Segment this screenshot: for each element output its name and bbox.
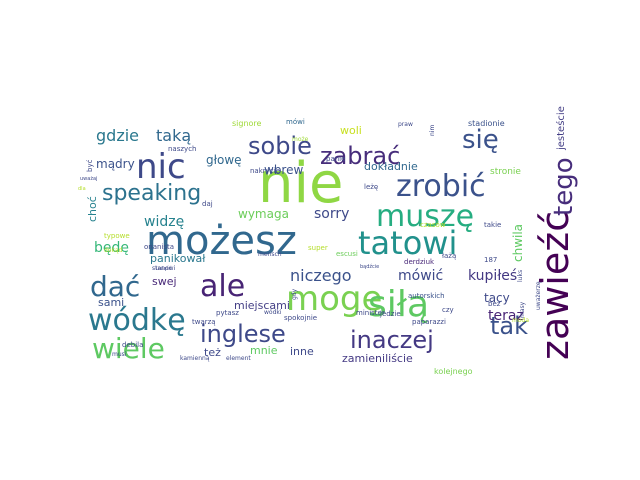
word-91: uważaj [80, 176, 97, 182]
word-5: siłą [368, 284, 429, 325]
word-97: gdy [291, 288, 298, 300]
word-25: sorry [314, 206, 349, 222]
word-24: niczego [290, 266, 352, 285]
word-74: musi [112, 351, 127, 358]
word-41: sami [98, 296, 124, 309]
word-49: stronie [490, 167, 521, 177]
word-32: głowę [206, 153, 242, 167]
word-46: inne [290, 345, 314, 358]
word-88: nim [429, 125, 436, 136]
word-17: sobie [248, 132, 312, 160]
word-66: minister [356, 309, 385, 317]
word-1: nie [258, 151, 344, 216]
word-22: gdzie [96, 126, 139, 145]
word-67: paparazzi [412, 318, 446, 326]
word-21: speaking [102, 181, 201, 206]
word-81: luks [517, 270, 524, 282]
word-58: czasów [420, 221, 446, 229]
word-29: teraz [488, 308, 524, 324]
word-8: nic [136, 147, 186, 187]
word-95: uważerzę [535, 281, 542, 310]
word-68: spokojnie [284, 314, 317, 322]
word-43: miejscami [234, 299, 290, 312]
word-93: masy [519, 301, 526, 318]
word-13: wiele [92, 332, 165, 365]
word-63: derdziuk [404, 258, 435, 266]
word-38: tacy [484, 291, 510, 305]
word-76: super [308, 244, 328, 252]
word-86: 187 [484, 256, 497, 264]
word-20: inaczej [350, 326, 434, 354]
word-73: kamienną [180, 355, 210, 362]
word-51: signore [232, 119, 262, 128]
word-55: może [292, 136, 309, 143]
word-14: tego [549, 157, 579, 216]
word-28: kupiłeś [468, 268, 517, 284]
word-18: tak [490, 312, 528, 340]
word-44: też [204, 346, 221, 359]
word-72: element [226, 355, 251, 362]
word-78: czy [442, 306, 454, 314]
word-87: moda [512, 317, 529, 324]
word-10: ale [200, 269, 245, 304]
word-40: panikował [150, 252, 206, 265]
word-89: praw [398, 121, 413, 128]
word-37: chwila [511, 224, 525, 262]
word-62: escusi [336, 250, 358, 258]
word-69: pytasz [216, 309, 239, 317]
word-3: zawieźć [533, 211, 577, 360]
word-59: takie [484, 221, 501, 229]
word-82: dokąd [104, 247, 123, 254]
word-45: mnie [250, 344, 278, 357]
word-60: typowe [104, 232, 130, 240]
word-26: widzę [144, 214, 184, 230]
word-12: dać [90, 270, 140, 303]
word-19: inglese [200, 320, 286, 348]
word-42: swej [152, 275, 177, 288]
word-85: wódki [264, 309, 282, 316]
word-84: daj [202, 200, 213, 208]
word-16: zabrać [320, 142, 400, 170]
word-34: woli [340, 124, 362, 137]
word-23: taką [156, 126, 191, 145]
word-54: nakrycie [250, 167, 280, 175]
word-48: choć [86, 196, 99, 222]
word-75: mensch [258, 251, 282, 258]
word-30: będę [94, 240, 129, 256]
word-83: debila [122, 341, 143, 349]
word-64: autorskich [408, 292, 445, 300]
word-6: muszę [376, 199, 474, 234]
word-27: mówić [398, 268, 443, 284]
word-52: mówi [286, 118, 305, 126]
word-61: onanista [144, 243, 174, 251]
word-36: jesteście [555, 106, 567, 151]
word-79: bez [488, 300, 501, 308]
word-9: tatowi [358, 224, 457, 262]
word-70: twarzą [192, 318, 216, 326]
word-65: kolejnego [434, 367, 473, 376]
word-57: leżę [364, 183, 378, 191]
word-56: panie [326, 155, 345, 163]
word-90: być [86, 159, 94, 172]
word-39: wymaga [238, 207, 289, 221]
word-4: mogę [286, 279, 382, 319]
word-94: usiąść [156, 265, 172, 272]
word-92: dla [78, 186, 86, 192]
word-50: stadionie [468, 119, 505, 128]
word-33: wbrew [264, 163, 303, 177]
word-80: łażą [442, 252, 456, 260]
word-31: mądry [96, 157, 135, 171]
word-11: wódkę [88, 303, 186, 338]
word-15: się [462, 125, 499, 155]
word-53: naszych [168, 145, 196, 153]
word-35: dokładnie [364, 160, 418, 173]
word-96: bądźcie [360, 263, 379, 270]
word-77: jedzie [379, 310, 401, 318]
word-2: możesz [146, 218, 297, 264]
word-47: zamieniliście [342, 352, 413, 365]
word-71: stanowi [152, 265, 176, 272]
word-7: zrobić [396, 169, 486, 204]
